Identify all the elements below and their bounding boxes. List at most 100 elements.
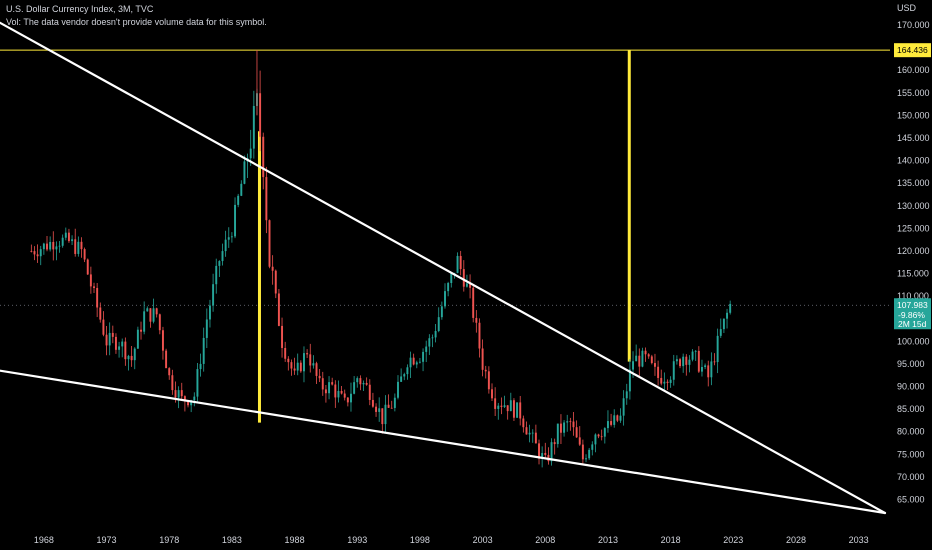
- candle-body: [165, 350, 168, 369]
- candle-body: [600, 436, 603, 438]
- candle-body: [613, 415, 616, 425]
- candle-body: [296, 362, 299, 371]
- candle-body: [227, 237, 230, 240]
- candle-body: [663, 381, 666, 384]
- candle-body: [628, 369, 631, 392]
- candle-body: [202, 337, 205, 364]
- candle-body: [33, 251, 36, 255]
- candle-body: [265, 177, 268, 221]
- candle-body: [93, 286, 95, 288]
- candle-body: [299, 362, 302, 372]
- candle-body: [240, 183, 243, 196]
- candle-body: [143, 311, 146, 332]
- candle-body: [525, 427, 528, 435]
- candle-body: [124, 341, 127, 360]
- candle-body: [130, 355, 133, 361]
- candle-body: [500, 405, 503, 407]
- candle-body: [713, 361, 716, 363]
- candle-body: [638, 355, 641, 367]
- candle-body: [365, 382, 368, 385]
- candle-body: [691, 351, 694, 360]
- candle-body: [46, 243, 48, 250]
- candle-body: [428, 338, 431, 347]
- candle-body: [625, 391, 628, 399]
- candle-body: [588, 449, 591, 459]
- candle-body: [221, 251, 224, 262]
- candle-body: [177, 390, 180, 398]
- chart-title: U.S. Dollar Currency Index, 3M, TVC: [6, 4, 154, 14]
- candle-body: [39, 249, 42, 257]
- candle-body: [378, 408, 381, 412]
- candle-body: [704, 365, 707, 368]
- candle-body: [36, 254, 39, 257]
- candle-body: [193, 396, 196, 401]
- candle-body: [371, 399, 374, 407]
- candle-body: [212, 284, 215, 306]
- level-tag-label: 164.436: [897, 45, 928, 55]
- candle-body: [328, 382, 331, 394]
- candle-body: [61, 237, 64, 246]
- candle-body: [672, 361, 675, 380]
- candle-body: [594, 434, 597, 445]
- candle-body: [234, 204, 237, 237]
- candle-body: [578, 437, 581, 445]
- candle-body: [522, 418, 525, 428]
- candle-body: [208, 305, 211, 320]
- candle-body: [487, 371, 490, 390]
- candle-body: [174, 390, 177, 398]
- candle-body: [86, 259, 89, 275]
- candle-body: [606, 421, 609, 429]
- candle-body: [456, 255, 459, 273]
- candle-body: [318, 375, 321, 379]
- candle-body: [293, 368, 296, 371]
- candle-body: [459, 255, 462, 270]
- candle-body: [569, 421, 572, 423]
- candle-body: [187, 401, 189, 406]
- candle-body: [682, 356, 685, 367]
- candle-body: [96, 287, 99, 308]
- candle-body: [478, 322, 481, 349]
- candle-body: [675, 359, 678, 362]
- candle-body: [450, 273, 453, 284]
- last-price-tag: [894, 298, 931, 330]
- price-axis-panel: [893, 0, 932, 550]
- candle-body: [149, 308, 152, 322]
- candle-body: [412, 357, 415, 365]
- candle-body: [230, 236, 233, 238]
- candle-body: [538, 443, 540, 459]
- candle-body: [575, 427, 578, 438]
- x-tick-label: 2033: [849, 535, 869, 545]
- candle-body: [102, 319, 105, 335]
- candle-body: [324, 389, 327, 394]
- candle-body: [400, 376, 403, 382]
- candle-body: [71, 239, 74, 242]
- candle-body: [49, 241, 52, 250]
- x-tick-label: 2013: [598, 535, 618, 545]
- candle-body: [701, 367, 703, 372]
- candle-body: [418, 361, 421, 363]
- candle-body: [343, 393, 346, 398]
- candle-body: [284, 347, 287, 359]
- candle-body: [422, 351, 425, 362]
- candle-body: [425, 346, 428, 352]
- candle-body: [127, 355, 130, 360]
- candle-body: [415, 362, 418, 365]
- x-tick-label: 2023: [723, 535, 743, 545]
- candle-body: [666, 381, 669, 383]
- candle-body: [353, 382, 356, 394]
- candle-body: [384, 404, 387, 425]
- currency-label: USD: [897, 3, 917, 13]
- candle-body: [77, 241, 80, 254]
- candle-body: [534, 432, 537, 444]
- x-tick-label: 1978: [159, 535, 179, 545]
- y-tick-label: 155.000: [897, 88, 930, 98]
- candle-body: [321, 378, 324, 390]
- candle-body: [491, 389, 493, 399]
- candle-body: [152, 308, 155, 322]
- candle-body: [729, 303, 732, 313]
- candle-body: [660, 377, 663, 384]
- candle-body: [140, 329, 142, 332]
- candle-body: [121, 341, 124, 347]
